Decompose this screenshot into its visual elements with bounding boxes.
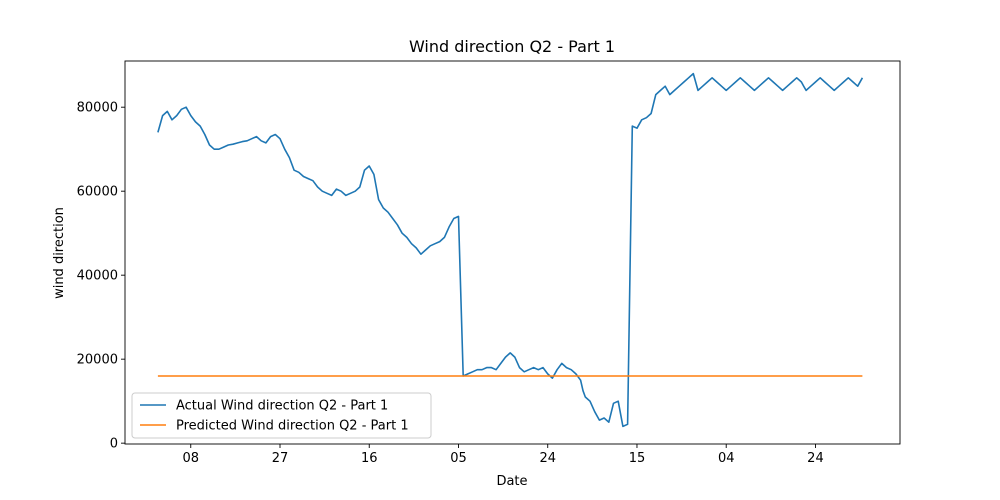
chart-title: Wind direction Q2 - Part 1: [409, 37, 615, 56]
x-tick-label: 27: [272, 451, 289, 466]
y-tick-label: 80000: [77, 101, 118, 116]
x-tick-label: 05: [450, 451, 467, 466]
x-axis-label: Date: [496, 474, 527, 489]
series-line-actual: [157, 72, 864, 428]
legend-entry: Predicted Wind direction Q2 - Part 1: [176, 419, 409, 434]
legend: Actual Wind direction Q2 - Part 1 Predict…: [131, 392, 432, 439]
y-tick-label: 20000: [77, 353, 118, 368]
plot-frame: [124, 60, 901, 445]
x-tick-label: 24: [807, 451, 824, 466]
y-axis-label: wind direction: [52, 207, 67, 299]
y-tick-label: 60000: [77, 185, 118, 200]
x-tick-label: 16: [361, 451, 378, 466]
legend-entry: Actual Wind direction Q2 - Part 1: [176, 399, 388, 414]
x-tick-label: 04: [718, 451, 735, 466]
x-tick-label: 15: [629, 451, 646, 466]
y-tick-label: 40000: [77, 269, 118, 284]
legend-box: [131, 392, 432, 439]
y-tick-label: 0: [110, 437, 118, 452]
x-tick-label: 24: [539, 451, 556, 466]
plot-area: 08 27 16 05 24 15 04 24 0 20000 40000 60000 80000: [77, 60, 901, 466]
x-tick-label: 08: [182, 451, 199, 466]
